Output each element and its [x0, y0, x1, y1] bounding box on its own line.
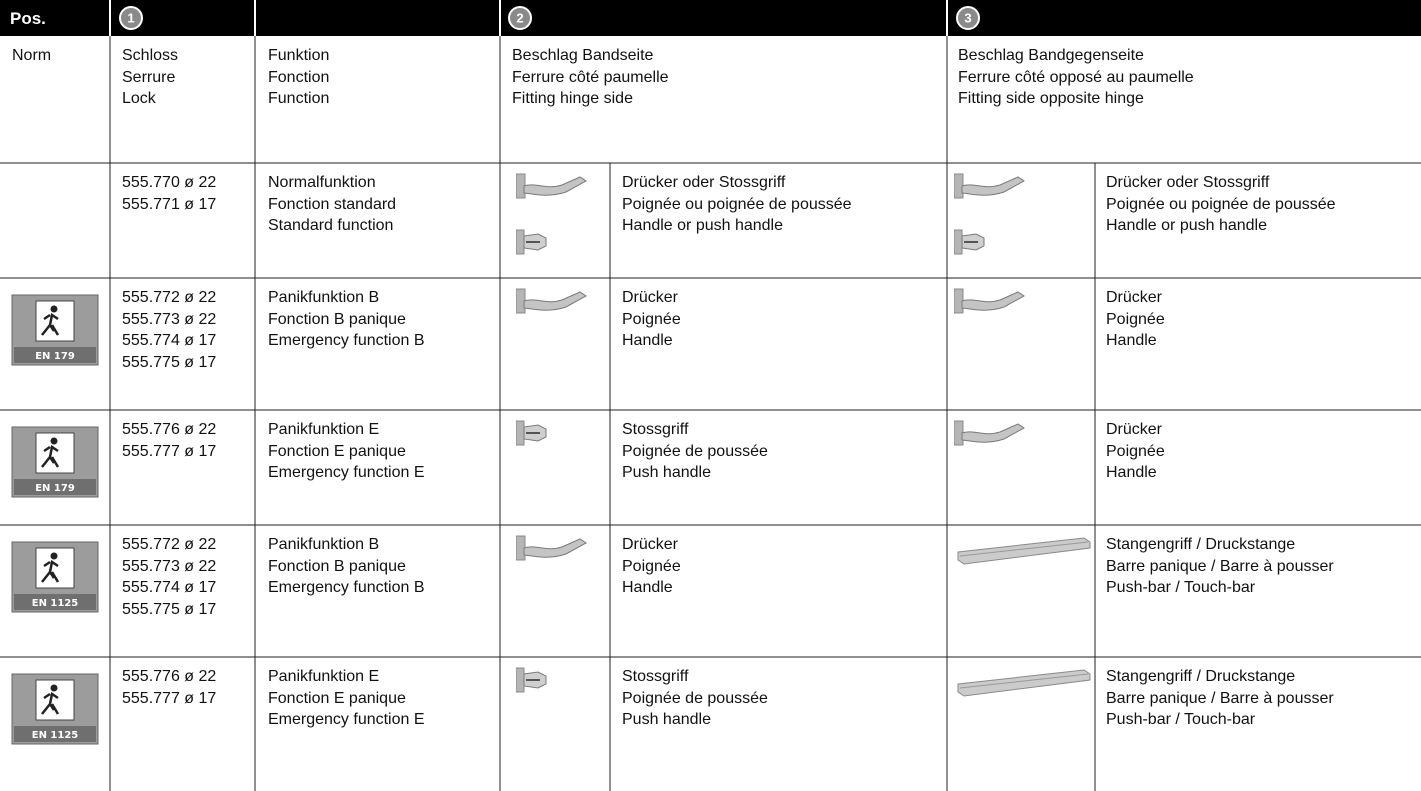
- column-function: Funktion: [268, 47, 330, 64]
- function-name: Emergency function B: [268, 332, 425, 349]
- function-name: Emergency function B: [268, 579, 425, 596]
- function-name: Emergency function E: [268, 464, 425, 481]
- lock-number: 555.776 ø 22: [122, 668, 217, 685]
- norm-label: EN 1125: [32, 730, 79, 741]
- function-name: Panikfunktion E: [268, 668, 380, 685]
- opposite-fitting: Push-bar / Touch-bar: [1106, 579, 1256, 596]
- marker-circle: [508, 6, 532, 30]
- column-lock: Lock: [122, 90, 156, 107]
- column-lock: Serrure: [122, 68, 176, 86]
- icons: [516, 173, 1091, 697]
- column-function: Fonction: [268, 68, 330, 86]
- marker-number: 1: [127, 10, 134, 25]
- opposite-fitting: Drücker: [1106, 421, 1163, 438]
- marker-number: 2: [516, 10, 523, 25]
- opposite-fitting: Drücker: [1106, 289, 1163, 306]
- norm-badge: EN 179: [11, 294, 99, 366]
- norm-badge: EN 1125: [11, 541, 99, 613]
- lock-number: 555.773 ø 22: [122, 557, 217, 575]
- column-hinge-side: Ferrure côté paumelle: [512, 68, 669, 86]
- opposite-fitting: Drücker oder Stossgriff: [1106, 174, 1270, 191]
- hinge-fitting: Poignée: [622, 310, 681, 328]
- opposite-fitting: Handle or push handle: [1106, 217, 1268, 234]
- function-name: Fonction B panique: [268, 310, 406, 328]
- opposite-fitting: Barre panique / Barre à pousser: [1106, 557, 1334, 575]
- column-hinge-side: Fitting hinge side: [512, 90, 633, 107]
- function-name: Normalfunktion: [268, 174, 376, 191]
- norm-badge: EN 179: [11, 426, 99, 498]
- hinge-fitting: Poignée de poussée: [622, 442, 768, 460]
- lock-number: 555.777 ø 17: [122, 689, 217, 707]
- norm-label: EN 179: [35, 483, 75, 494]
- marker-circle: [956, 6, 980, 30]
- hinge-fitting: Stossgriff: [622, 668, 689, 685]
- header-pos: Pos.: [10, 9, 46, 28]
- function-name: Emergency function E: [268, 711, 425, 728]
- norm-badge: EN 1125: [11, 673, 99, 745]
- opposite-fitting: Stangengriff / Druckstange: [1106, 536, 1296, 553]
- hinge-fitting: Drücker: [622, 289, 679, 306]
- hinge-fitting: Poignée ou poignée de poussée: [622, 195, 852, 213]
- lock-number: 555.775 ø 17: [122, 353, 217, 371]
- norm-label: EN 179: [35, 351, 75, 362]
- lock-number: 555.777 ø 17: [122, 442, 217, 460]
- column-opposite-side: Beschlag Bandgegenseite: [958, 47, 1144, 64]
- function-name: Fonction E panique: [268, 689, 406, 707]
- hinge-fitting: Drücker: [622, 536, 679, 553]
- opposite-fitting: Stangengriff / Druckstange: [1106, 668, 1296, 685]
- lock-number: 555.771 ø 17: [122, 195, 217, 213]
- function-name: Fonction E panique: [268, 442, 406, 460]
- lock-number: 555.772 ø 22: [122, 289, 217, 306]
- column-hinge-side: Beschlag Bandseite: [512, 47, 654, 64]
- column-opposite-side: Fitting side opposite hinge: [958, 90, 1144, 107]
- column-function: Function: [268, 90, 330, 107]
- opposite-fitting: Poignée: [1106, 310, 1165, 328]
- hinge-fitting: Poignée de poussée: [622, 689, 768, 707]
- function-name: Panikfunktion B: [268, 536, 380, 553]
- opposite-fitting: Poignée: [1106, 442, 1165, 460]
- lock-number: 555.773 ø 22: [122, 310, 217, 328]
- hinge-fitting: Handle: [622, 332, 673, 349]
- lock-number: 555.774 ø 17: [122, 332, 217, 349]
- header-bar: [0, 0, 1421, 36]
- function-name: Fonction B panique: [268, 557, 406, 575]
- hinge-fitting: Handle: [622, 579, 673, 596]
- column-lock: Schloss: [122, 47, 179, 64]
- function-name: Panikfunktion B: [268, 289, 380, 306]
- marker-circle: [119, 6, 143, 30]
- header-separators: [109, 0, 948, 36]
- opposite-fitting: Barre panique / Barre à pousser: [1106, 689, 1334, 707]
- opposite-fitting: Poignée ou poignée de poussée: [1106, 195, 1336, 213]
- hinge-fitting: Drücker oder Stossgriff: [622, 174, 786, 191]
- hinge-fitting: Push handle: [622, 464, 711, 481]
- grid-lines: [0, 36, 1421, 791]
- lock-number: 555.770 ø 22: [122, 174, 217, 191]
- hinge-fitting: Poignée: [622, 557, 681, 575]
- opposite-fitting: Handle: [1106, 464, 1157, 481]
- column-opposite-side: Ferrure côté opposé au paumelle: [958, 68, 1194, 86]
- hinge-fitting: Stossgriff: [622, 421, 689, 438]
- norm-label: EN 1125: [32, 598, 79, 609]
- marker-number: 3: [964, 10, 971, 25]
- hinge-fitting: Push handle: [622, 711, 711, 728]
- function-name: Panikfunktion E: [268, 421, 380, 438]
- lock-number: 555.775 ø 17: [122, 600, 217, 618]
- function-name: Standard function: [268, 217, 394, 234]
- opposite-fitting: Handle: [1106, 332, 1157, 349]
- lock-number: 555.772 ø 22: [122, 536, 217, 553]
- function-name: Fonction standard: [268, 195, 397, 213]
- lock-number: 555.774 ø 17: [122, 579, 217, 596]
- lock-number: 555.776 ø 22: [122, 421, 217, 438]
- opposite-fitting: Push-bar / Touch-bar: [1106, 711, 1256, 728]
- column-norm: Norm: [12, 47, 52, 64]
- hinge-fitting: Handle or push handle: [622, 217, 784, 234]
